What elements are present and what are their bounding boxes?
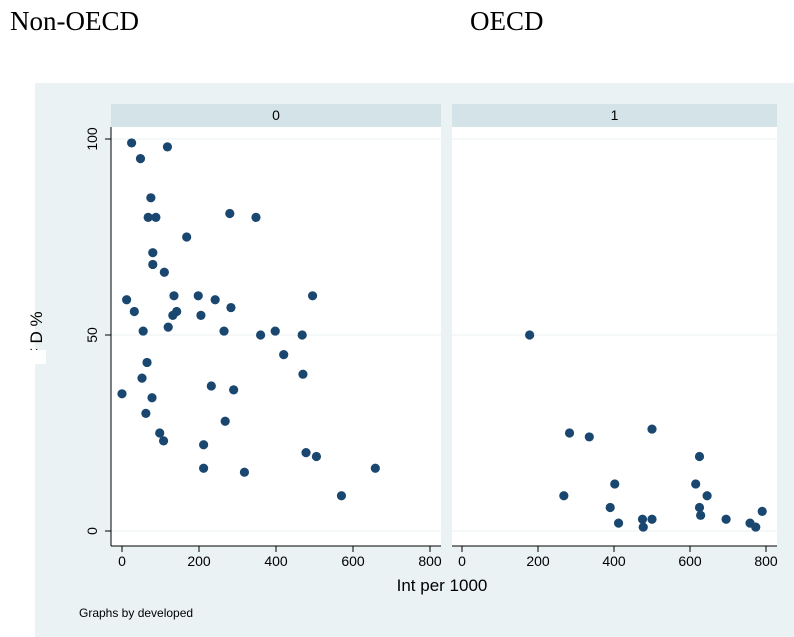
data-point [172, 306, 182, 317]
data-point [613, 518, 624, 528]
x-tick-label: 200 [526, 553, 550, 569]
data-point [311, 451, 322, 462]
data-point [193, 291, 203, 301]
data-point [199, 463, 209, 473]
data-point [162, 142, 173, 152]
y-tick-label: 50 [84, 327, 100, 343]
data-point [647, 424, 657, 434]
data-point [138, 326, 148, 336]
data-point [751, 522, 761, 532]
data-point [696, 510, 706, 520]
data-point [564, 428, 575, 438]
data-point [370, 463, 380, 473]
data-point [721, 514, 731, 524]
y-tick-label: 0 [84, 527, 100, 535]
data-point [610, 479, 620, 489]
x-tick-label: 800 [418, 553, 442, 569]
data-point [584, 432, 594, 442]
data-point [127, 138, 137, 148]
data-point [146, 193, 156, 203]
data-point [147, 393, 157, 403]
data-point [307, 291, 318, 301]
x-tick-label: 600 [341, 553, 365, 569]
data-point [251, 212, 261, 222]
data-point [298, 369, 308, 379]
data-point [525, 330, 535, 340]
data-point [169, 291, 179, 301]
data-point [559, 491, 569, 501]
panel-strip [452, 104, 777, 127]
data-point [210, 295, 220, 305]
panel-strip-label: 0 [272, 107, 280, 123]
panel-strip [111, 104, 441, 127]
y-tick-label: 100 [84, 127, 100, 151]
data-point [229, 385, 239, 395]
data-point [148, 248, 158, 258]
data-point [270, 326, 280, 336]
data-point [647, 514, 657, 524]
data-point [143, 212, 153, 222]
data-point [219, 326, 229, 336]
graph-note: Graphs by developed [79, 606, 193, 620]
data-point [129, 306, 139, 317]
x-axis-title: Int per 1000 [397, 576, 488, 595]
data-point [694, 502, 705, 513]
non-oecd-label: Non-OECD [10, 6, 139, 36]
data-point [148, 259, 158, 270]
y-axis-title: F D % [27, 311, 46, 358]
x-tick-label: 200 [187, 553, 211, 569]
data-point [163, 322, 173, 332]
data-point [137, 373, 147, 383]
data-point [142, 357, 152, 368]
data-point [158, 436, 169, 446]
data-point [141, 408, 151, 418]
data-point [220, 416, 230, 426]
data-point [199, 440, 209, 450]
data-point [206, 381, 216, 391]
data-point [301, 448, 311, 458]
data-point [702, 491, 712, 501]
data-point [638, 522, 648, 532]
data-point [122, 295, 132, 305]
plot-area [452, 127, 777, 546]
x-tick-label: 400 [602, 553, 626, 569]
x-tick-label: 400 [264, 553, 288, 569]
data-point [155, 428, 165, 438]
panel-strip-label: 1 [611, 107, 619, 123]
data-point [151, 212, 161, 222]
data-point [117, 389, 127, 399]
data-point [256, 330, 266, 340]
data-point [605, 502, 615, 513]
data-point [159, 267, 169, 277]
data-point [196, 310, 206, 320]
data-point [757, 506, 767, 516]
x-tick-label: 600 [678, 553, 702, 569]
data-point [279, 350, 289, 360]
data-point [135, 154, 146, 164]
data-point [694, 451, 705, 462]
plot-area [111, 127, 441, 546]
data-point [182, 232, 192, 242]
x-tick-label: 0 [458, 553, 466, 569]
data-point [297, 330, 307, 340]
oecd-label: OECD [470, 6, 544, 36]
data-point [226, 302, 236, 313]
data-point [336, 491, 347, 501]
data-point [637, 514, 648, 524]
data-point [225, 208, 235, 219]
data-point [239, 467, 250, 477]
y-title-clip-mask [26, 350, 46, 364]
x-tick-label: 800 [754, 553, 778, 569]
data-point [691, 479, 701, 489]
x-tick-label: 0 [118, 553, 126, 569]
